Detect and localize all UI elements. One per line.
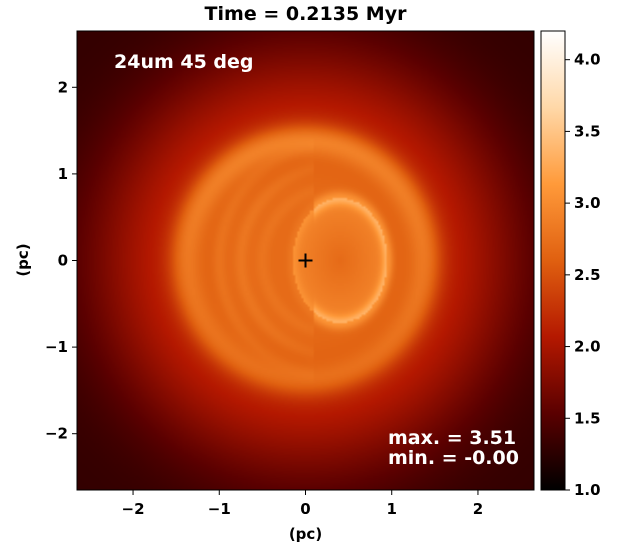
colorbar-tick-label: 1.0: [574, 481, 601, 499]
colorbar-tick-label: 2.0: [574, 338, 601, 356]
colorbar-tick-label: 3.5: [574, 122, 601, 140]
colorbar-tick-label: 1.5: [574, 409, 601, 427]
colorbar: [540, 30, 566, 491]
chart-title: Time = 0.2135 Myr: [205, 3, 408, 25]
y-tick-label: 1: [58, 165, 68, 183]
y-tick-label: 0: [58, 252, 68, 270]
center-marker: [298, 253, 313, 268]
x-axis: −2 −1 0 1 2: [122, 490, 483, 518]
annotation-min: min. = -0.00: [388, 447, 519, 469]
x-tick-label: −1: [208, 500, 231, 518]
x-tick-label: −2: [122, 500, 145, 518]
colorbar-tick-label: 3.0: [574, 194, 601, 212]
colorbar-tick-label: 4.0: [574, 51, 601, 69]
colorbar-ticks: 1.0 1.5 2.0 2.5 3.0 3.5 4.0: [565, 51, 601, 499]
annotation-wavelength-angle: 24um 45 deg: [114, 51, 254, 73]
x-tick-label: 2: [473, 500, 483, 518]
y-axis: −2 −1 0 1 2: [45, 78, 77, 443]
colorbar-tick-label: 2.5: [574, 266, 601, 284]
y-tick-label: −2: [45, 425, 68, 443]
y-tick-label: −1: [45, 338, 68, 356]
x-tick-label: 1: [387, 500, 397, 518]
x-tick-label: 0: [300, 500, 310, 518]
y-axis-label: (pc): [14, 243, 32, 276]
annotation-max: max. = 3.51: [388, 427, 516, 449]
x-axis-label: (pc): [289, 525, 322, 543]
y-tick-label: 2: [58, 78, 68, 96]
